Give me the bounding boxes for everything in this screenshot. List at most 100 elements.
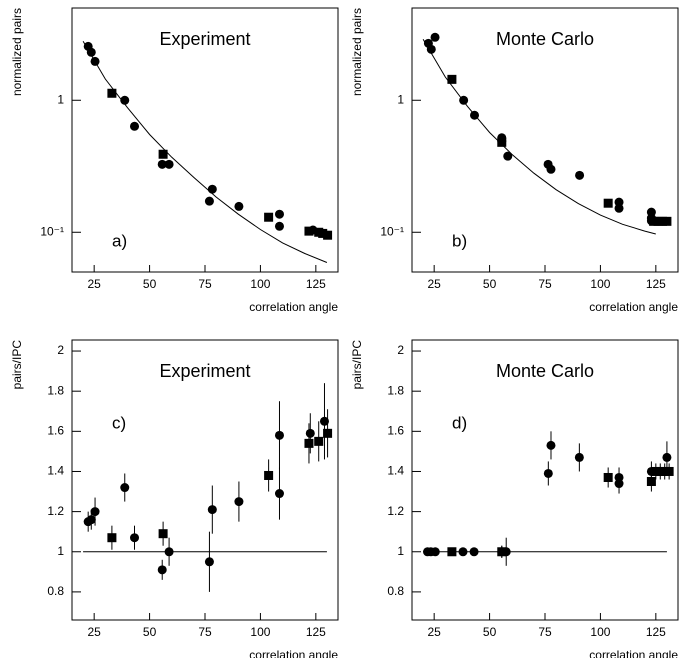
panel: 25 50 75 100 125 0.8 1 1.2 1.4 1.6 1.8 2 correlation… [350,339,679,658]
circle-marker [157,159,167,169]
x-tick-label: 25 [87,277,101,291]
x-tick-label: 125 [306,277,326,291]
y-tick-label: 1.4 [47,464,64,478]
circle-marker [459,95,469,105]
y-tick-label: 10⁻¹ [40,224,64,238]
circle-marker [234,497,244,507]
circle-marker [274,221,284,231]
x-tick-label: 50 [143,277,157,291]
y-tick-label: 2 [57,343,64,357]
x-tick-label: 75 [198,277,212,291]
square-marker [323,428,333,438]
square-marker [318,228,328,238]
x-tick-label: 50 [483,277,497,291]
circle-marker [426,44,436,54]
circle-marker [164,159,174,169]
square-marker [603,472,613,482]
circle-marker [130,533,140,543]
panel: 25 50 75 100 125 10⁻¹ 1 correlation angle normal… [10,7,339,314]
panel-title: Experiment [159,361,250,381]
y-tick-label: 1 [397,544,404,558]
y-tick-label: 1.6 [387,423,404,437]
panel-label: a) [112,231,127,250]
y-axis-label: pairs/IPC [10,340,24,390]
x-tick-label: 50 [143,625,157,639]
square-marker [304,226,314,236]
x-tick-label: 50 [483,625,497,639]
plot-frame [71,339,339,621]
circle-marker [319,416,329,426]
panel-title: Monte Carlo [496,29,594,49]
x-axis-label: correlation angle [249,300,338,314]
panel-title: Monte Carlo [496,361,594,381]
x-axis-label: correlation angle [589,300,678,314]
panel-label: c) [112,413,126,432]
plot-frame [411,339,679,621]
y-tick-label: 1.8 [387,383,404,397]
square-marker [107,88,117,98]
circle-marker [305,428,315,438]
y-tick-label: 1.8 [47,383,64,397]
panel: 25 50 75 100 125 10⁻¹ 1 correlation angle normal… [350,7,679,314]
x-tick-label: 125 [646,625,666,639]
x-tick-label: 25 [427,625,441,639]
circle-marker [614,479,624,489]
x-tick-label: 75 [538,277,552,291]
square-marker [447,547,457,557]
circle-marker [614,203,624,213]
panel-label: b) [452,231,467,250]
y-tick-label: 1.4 [387,464,404,478]
circle-marker [207,184,217,194]
circle-marker [204,196,214,206]
x-tick-label: 100 [250,277,270,291]
y-tick-label: 1.2 [47,504,64,518]
circle-marker [430,32,440,42]
square-marker [264,212,274,222]
x-tick-label: 75 [538,625,552,639]
circle-marker [274,430,284,440]
x-tick-label: 25 [87,625,101,639]
square-marker [603,198,613,208]
circle-marker [86,515,96,525]
circle-marker [575,170,585,180]
circle-marker [207,505,217,515]
fit-curve [82,40,328,263]
circle-marker [546,164,556,174]
circle-marker [204,557,214,567]
circle-marker [157,565,167,575]
circle-marker [234,201,244,211]
y-tick-label: 0.8 [47,584,64,598]
square-marker [323,230,333,240]
panel: 25 50 75 100 125 0.8 1 1.2 1.4 1.6 1.8 2 correlation… [10,339,339,658]
square-marker [158,149,168,159]
circle-marker [90,507,100,517]
circle-marker [90,56,100,66]
x-tick-label: 75 [198,625,212,639]
circle-marker [469,547,479,557]
square-marker [107,533,117,543]
square-marker [158,529,168,539]
circle-marker [120,483,130,493]
x-tick-label: 125 [306,625,326,639]
x-tick-label: 25 [427,277,441,291]
panel-title: Experiment [159,29,250,49]
square-marker [664,466,674,476]
circle-marker [546,440,556,450]
y-axis-label: normalized pairs [350,8,364,96]
y-axis-label: pairs/IPC [350,340,364,390]
panel-label: d) [452,413,467,432]
square-marker [497,137,507,147]
y-axis-label: normalized pairs [10,8,24,96]
x-tick-label: 100 [250,625,270,639]
x-tick-label: 100 [590,625,610,639]
circle-marker [430,547,440,557]
square-marker [662,216,672,226]
y-tick-label: 1 [57,92,64,106]
circle-marker [130,121,140,131]
y-tick-label: 1.2 [387,504,404,518]
x-axis-label: correlation angle [249,648,338,658]
y-tick-label: 1 [57,544,64,558]
y-tick-label: 10⁻¹ [380,224,404,238]
circle-marker [543,468,553,478]
